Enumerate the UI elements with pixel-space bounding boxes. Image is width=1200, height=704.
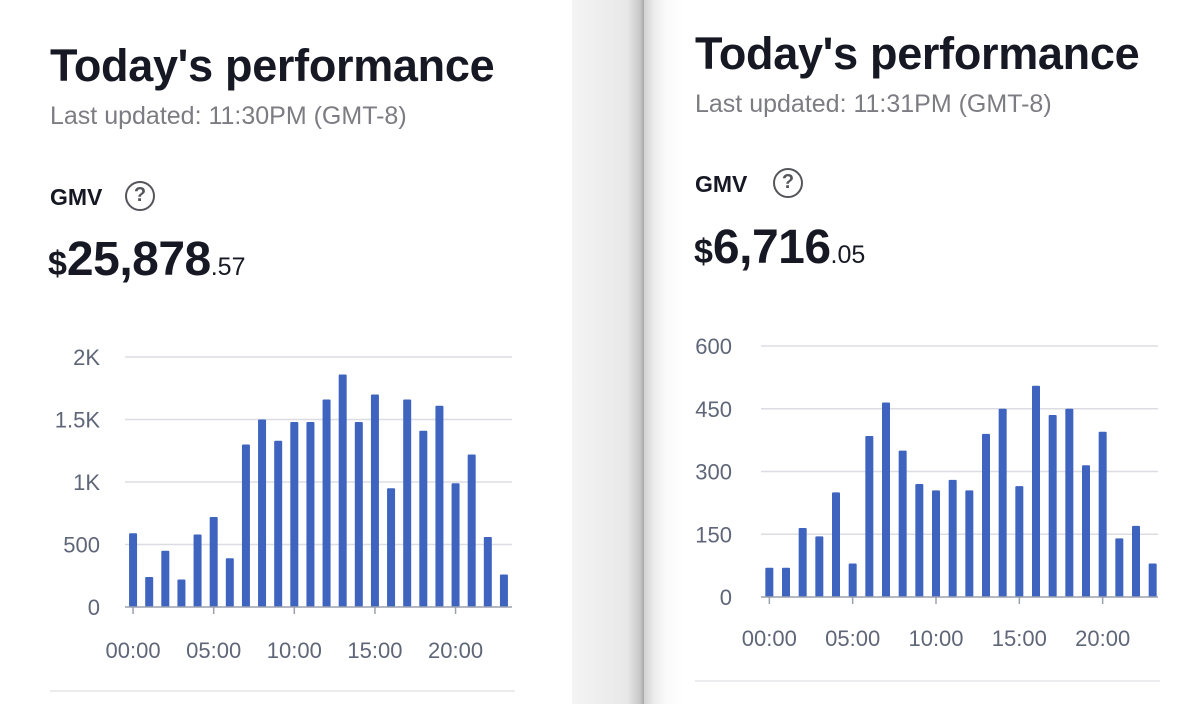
question-circle-icon[interactable]: ? bbox=[125, 181, 155, 211]
bar bbox=[882, 402, 890, 597]
bar bbox=[848, 563, 857, 597]
y-tick-label: 1.5K bbox=[55, 408, 101, 433]
bar bbox=[898, 450, 907, 597]
bar bbox=[209, 517, 218, 607]
y-tick-label: 1K bbox=[73, 470, 100, 495]
x-tick-label: 05:00 bbox=[825, 626, 880, 651]
bar bbox=[387, 488, 396, 607]
last-updated-text: Last updated: 11:30PM (GMT-8) bbox=[50, 102, 407, 130]
bar bbox=[832, 492, 840, 597]
bar bbox=[765, 567, 774, 597]
y-tick-label: 300 bbox=[695, 460, 732, 485]
bar bbox=[932, 490, 940, 597]
bar bbox=[274, 440, 283, 607]
amount-integer: 6,716 bbox=[712, 221, 831, 274]
gmv-label: GMV bbox=[50, 184, 103, 210]
bar bbox=[419, 430, 428, 607]
x-tick-label: 15:00 bbox=[347, 638, 402, 663]
bar bbox=[782, 567, 790, 597]
last-updated-text: Last updated: 11:31PM (GMT-8) bbox=[695, 90, 1052, 118]
bar bbox=[467, 454, 476, 607]
bar bbox=[338, 374, 347, 607]
bar bbox=[241, 444, 250, 607]
bar bbox=[1115, 538, 1124, 597]
bar bbox=[499, 574, 508, 607]
y-tick-label: 150 bbox=[695, 522, 732, 547]
bar bbox=[370, 394, 379, 607]
amount-decimal: .05 bbox=[830, 241, 866, 269]
bar bbox=[965, 490, 974, 597]
x-tick-label: 05:00 bbox=[186, 638, 241, 663]
bar bbox=[1098, 431, 1107, 597]
bar bbox=[258, 419, 267, 607]
bar bbox=[145, 577, 154, 607]
currency-symbol: $ bbox=[48, 245, 67, 283]
gmv-amount: $6,716.05 bbox=[694, 220, 865, 275]
bar bbox=[1015, 486, 1024, 597]
y-tick-label: 500 bbox=[63, 533, 100, 558]
bar bbox=[1132, 525, 1140, 597]
bar bbox=[177, 579, 186, 607]
bar bbox=[1048, 415, 1057, 597]
x-tick-label: 15:00 bbox=[992, 626, 1047, 651]
bar bbox=[915, 484, 924, 597]
bar bbox=[982, 433, 990, 597]
bar bbox=[1148, 563, 1157, 597]
question-circle-icon[interactable]: ? bbox=[773, 168, 803, 198]
bar bbox=[435, 405, 444, 607]
x-tick-label: 00:00 bbox=[742, 626, 797, 651]
bar bbox=[225, 558, 234, 607]
amount-integer: 25,878 bbox=[66, 233, 211, 286]
x-tick-label: 10:00 bbox=[267, 638, 322, 663]
performance-card-right: Today's performance Last updated: 11:31P… bbox=[644, 0, 1200, 704]
x-tick-label: 20:00 bbox=[428, 638, 483, 663]
gmv-amount: $25,878.57 bbox=[48, 232, 246, 287]
bar bbox=[998, 408, 1007, 597]
x-tick-label: 20:00 bbox=[1075, 626, 1130, 651]
bar bbox=[354, 422, 363, 607]
bar bbox=[129, 533, 138, 607]
page-title: Today's performance bbox=[695, 28, 1140, 79]
bar bbox=[193, 534, 202, 607]
y-tick-label: 2K bbox=[73, 345, 100, 370]
bar bbox=[161, 550, 170, 607]
page-title: Today's performance bbox=[50, 40, 495, 91]
bar bbox=[1032, 385, 1040, 597]
bar bbox=[1065, 408, 1074, 597]
y-tick-label: 450 bbox=[695, 397, 732, 422]
bar bbox=[290, 422, 299, 607]
y-tick-label: 0 bbox=[88, 595, 100, 620]
bar bbox=[403, 399, 412, 607]
divider bbox=[695, 680, 1160, 682]
gmv-bar-chart: 0 150 300 450 600 00:00 05:00 10:00 15:00 20:00 bbox=[695, 334, 1158, 651]
x-tick-label: 10:00 bbox=[908, 626, 963, 651]
bar bbox=[306, 422, 315, 607]
gap-background bbox=[572, 0, 644, 704]
bar bbox=[322, 399, 331, 607]
bar bbox=[451, 483, 460, 607]
bar bbox=[798, 527, 807, 597]
amount-decimal: .57 bbox=[210, 253, 246, 281]
bar bbox=[1082, 465, 1090, 597]
gmv-bar-chart: 0 500 1K 1.5K 2K 00:00 05:00 10:00 15:00 20:00 bbox=[55, 345, 512, 663]
currency-symbol: $ bbox=[694, 233, 713, 271]
divider bbox=[50, 690, 515, 692]
y-tick-label: 0 bbox=[720, 585, 732, 610]
bar bbox=[483, 537, 492, 607]
x-tick-label: 00:00 bbox=[106, 638, 161, 663]
bar bbox=[948, 479, 957, 597]
bar bbox=[865, 435, 874, 597]
y-tick-label: 600 bbox=[695, 334, 732, 359]
gmv-label: GMV bbox=[695, 171, 748, 197]
performance-card-left: Today's performance Last updated: 11:30P… bbox=[0, 0, 572, 704]
bar bbox=[815, 536, 824, 597]
